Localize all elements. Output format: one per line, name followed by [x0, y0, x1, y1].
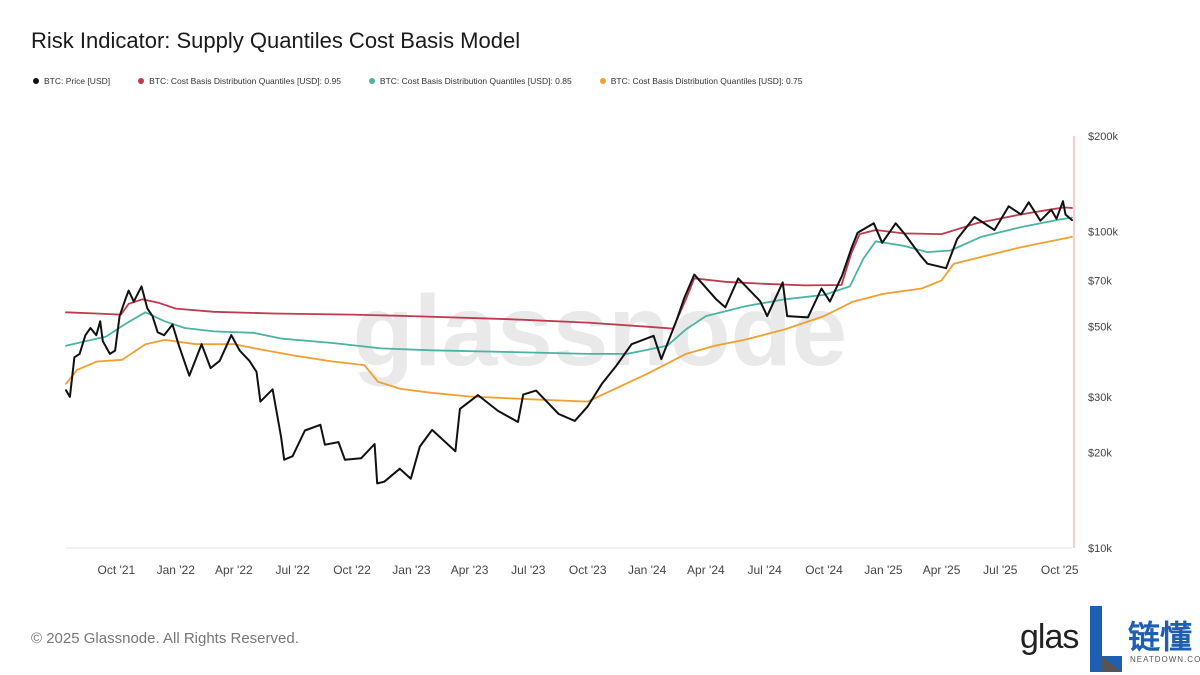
x-tick-label: Jul '25	[983, 563, 1018, 577]
y-tick-label: $100k	[1088, 226, 1118, 238]
x-tick-label: Jan '22	[157, 563, 196, 577]
x-tick-label: Apr '25	[923, 563, 961, 577]
legend-label-q95: BTC: Cost Basis Distribution Quantiles […	[149, 76, 341, 86]
series-group	[65, 200, 1073, 485]
x-tick-label: Oct '21	[98, 563, 136, 577]
y-tick-label: $200k	[1088, 131, 1118, 143]
x-tick-label: Apr '24	[687, 563, 725, 577]
copyright-text: © 2025 Glassnode. All Rights Reserved.	[31, 630, 299, 647]
legend-dot-q95	[138, 78, 145, 84]
chart-title: Risk Indicator: Supply Quantiles Cost Ba…	[31, 28, 521, 53]
x-tick-label: Oct '25	[1041, 563, 1079, 577]
watermark-text: glassnode	[353, 275, 848, 387]
legend-item-q95[interactable]: BTC: Cost Basis Distribution Quantiles […	[138, 76, 341, 86]
y-tick-label: $50k	[1088, 322, 1112, 334]
partner-url-text: NEATDOWN.COM	[1130, 655, 1200, 664]
q85-line[interactable]	[65, 216, 1073, 355]
y-tick-label: $10k	[1088, 543, 1112, 555]
partner-logo-text: 链懂	[1128, 618, 1193, 656]
legend-label-q75: BTC: Cost Basis Distribution Quantiles […	[610, 76, 803, 86]
y-tick-label: $20k	[1088, 448, 1112, 460]
legend-dot-q85	[368, 78, 375, 84]
neatdown-logo-icon	[1090, 606, 1122, 672]
price-line[interactable]	[65, 200, 1073, 485]
x-tick-label: Jan '24	[628, 563, 667, 577]
x-tick-label: Oct '24	[805, 563, 843, 577]
legend-item-price[interactable]: BTC: Price [USD]	[33, 76, 110, 86]
x-tick-label: Apr '22	[215, 563, 253, 577]
legend: BTC: Price [USD] BTC: Cost Basis Distrib…	[33, 76, 831, 86]
x-tick-label: Apr '23	[451, 563, 489, 577]
x-tick-label: Jan '25	[864, 563, 903, 577]
x-tick-label: Jul '22	[275, 563, 310, 577]
legend-dot-q75	[599, 78, 606, 84]
glassnode-logo-text: glas	[1020, 618, 1079, 656]
legend-item-q75[interactable]: BTC: Cost Basis Distribution Quantiles […	[599, 76, 803, 86]
legend-item-q85[interactable]: BTC: Cost Basis Distribution Quantiles […	[368, 76, 572, 86]
x-tick-label: Oct '22	[333, 563, 371, 577]
x-tick-label: Jul '24	[747, 563, 782, 577]
x-tick-label: Jan '23	[392, 563, 431, 577]
legend-dot-price	[33, 78, 39, 84]
axes-group: $10k $20k $30k $50k $70k $100k $200k Oct '21 Jan…	[66, 131, 1118, 577]
legend-label-price: BTC: Price [USD]	[44, 76, 111, 86]
y-tick-label: $70k	[1088, 275, 1112, 287]
x-tick-label: Oct '23	[569, 563, 607, 577]
q95-line[interactable]	[65, 206, 1073, 330]
x-tick-label: Jul '23	[511, 563, 546, 577]
y-tick-label: $30k	[1088, 392, 1112, 404]
q75-line[interactable]	[65, 236, 1073, 403]
legend-label-q85: BTC: Cost Basis Distribution Quantiles […	[379, 76, 572, 86]
